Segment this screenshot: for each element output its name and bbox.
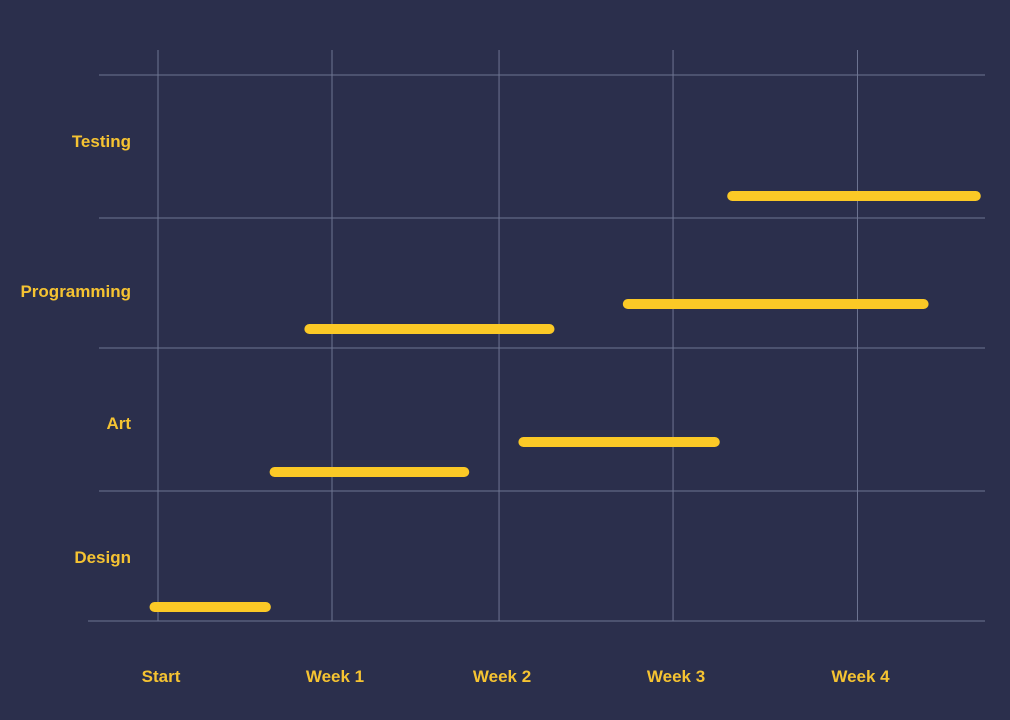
x-tick-label: Week 1: [306, 667, 364, 686]
y-tick-label: Design: [74, 548, 131, 567]
x-tick-label: Week 2: [473, 667, 531, 686]
x-tick-label: Week 3: [647, 667, 705, 686]
grid-lines: [88, 50, 985, 622]
task-bars: [149, 191, 981, 612]
x-tick-label: Week 4: [831, 667, 890, 686]
x-tick-label: Start: [142, 667, 181, 686]
y-tick-label: Programming: [20, 282, 131, 301]
y-tick-label: Art: [106, 414, 131, 433]
y-tick-label: Testing: [72, 132, 131, 151]
axis-labels: Testing Programming Art Design Start Week 1 We…: [20, 132, 890, 686]
